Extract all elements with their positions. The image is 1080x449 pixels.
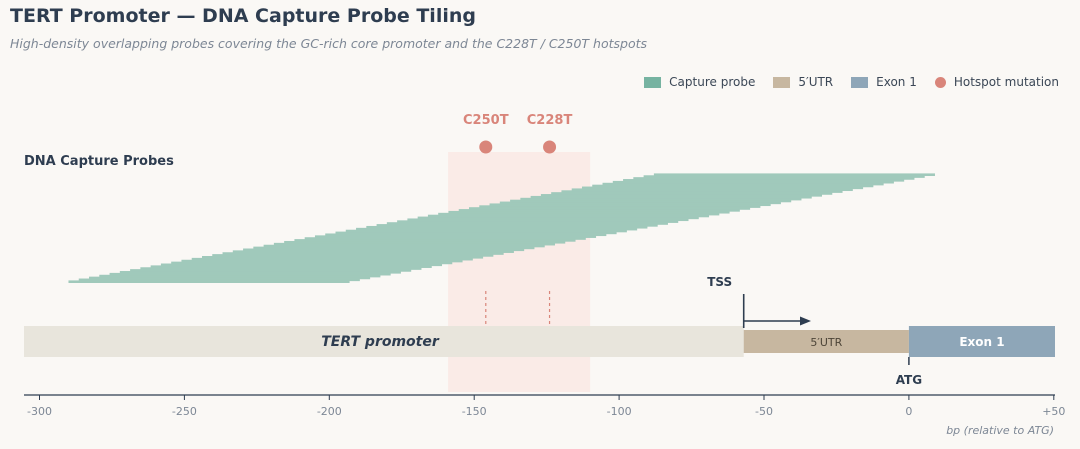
exon-1-label: Exon 1: [959, 335, 1004, 349]
capture-probe: [314, 235, 597, 238]
capture-probe: [140, 267, 422, 270]
capture-probe: [119, 271, 401, 274]
x-axis-tick-label: -50: [755, 405, 773, 418]
atg-label: ATG: [896, 373, 922, 387]
capture-probe: [89, 276, 371, 280]
legend-label-exon-1: Exon 1: [876, 75, 917, 89]
capture-probe: [397, 220, 679, 223]
capture-probe: [130, 269, 412, 272]
capture-probe: [653, 173, 935, 176]
legend-item-capture-probe: Capture probe: [644, 75, 755, 89]
capture-probe: [150, 265, 432, 268]
hotspot-label: C250T: [463, 113, 509, 128]
capture-probe: [386, 222, 668, 225]
capture-probe: [407, 218, 689, 222]
capture-probe: [592, 184, 874, 188]
capture-probe: [232, 250, 514, 253]
capture-probe: [643, 175, 925, 178]
capture-probe: [109, 272, 391, 276]
legend-item-exon-1: Exon 1: [851, 75, 917, 89]
capture-probe: [160, 263, 443, 267]
capture-probe: [489, 203, 771, 207]
legend-label-capture-probe: Capture probe: [669, 75, 756, 89]
capture-probe: [551, 192, 833, 195]
capture-probe: [78, 278, 360, 282]
capture-probe: [458, 209, 740, 212]
legend-swatch-capture-probe: [644, 76, 662, 88]
capture-probe: [181, 259, 463, 263]
capture-probe: [253, 246, 535, 250]
capture-probe: [623, 179, 905, 182]
capture-probe: [602, 182, 884, 186]
x-axis-tick-label: -100: [607, 405, 632, 418]
capture-probe: [273, 242, 555, 246]
probes-track-label: DNA Capture Probes: [24, 154, 174, 169]
exon-1-block: [908, 326, 1055, 357]
x-axis-tick-label: -250: [172, 405, 197, 418]
capture-probe: [212, 254, 494, 257]
legend-item-5utr: 5′UTR: [773, 75, 833, 89]
promoter-label: TERT promoter: [321, 334, 440, 350]
capture-probe: [417, 216, 699, 220]
capture-probe: [201, 255, 484, 259]
capture-probe: [376, 224, 658, 227]
hotspot-dot: [543, 140, 557, 154]
capture-probe: [448, 210, 730, 214]
hotspot-label: C228T: [527, 113, 573, 128]
hotspot-dot: [479, 140, 493, 154]
capture-probe: [612, 180, 894, 184]
capture-probe: [510, 199, 792, 203]
capture-probe: [335, 231, 617, 235]
legend-swatch-5utr: [773, 76, 791, 88]
legend-label-5utr: 5′UTR: [798, 75, 834, 89]
capture-probe: [540, 194, 823, 197]
capture-probe: [571, 188, 853, 192]
legend-swatch-exon-1: [851, 76, 869, 88]
x-axis-label: bp (relative to ATG): [946, 424, 1054, 437]
capture-probe: [294, 239, 576, 242]
legend-swatch-hotspot-mutation: [934, 76, 946, 88]
capture-probe: [345, 229, 627, 233]
promoter-track: [24, 326, 744, 357]
capture-probe: [530, 195, 812, 199]
capture-probe: [561, 190, 843, 193]
capture-probe: [469, 207, 751, 210]
legend: Capture probe 5′UTR Exon 1 Hotspot mutat…: [644, 75, 1059, 89]
x-axis-tick-label: -300: [27, 405, 52, 418]
x-axis-tick-label: -200: [317, 405, 342, 418]
capture-probe: [581, 186, 864, 190]
page-subtitle: High-density overlapping probes covering…: [10, 36, 648, 51]
capture-probe: [171, 261, 453, 265]
utr-block: [743, 330, 909, 353]
capture-probe: [366, 225, 648, 229]
legend-item-hotspot-mutation: Hotspot mutation: [934, 75, 1059, 89]
tss-label: TSS: [707, 275, 732, 289]
capture-probe: [222, 252, 504, 255]
capture-probe: [633, 177, 915, 180]
capture-probe: [356, 227, 638, 231]
capture-probe: [263, 244, 545, 248]
x-axis-tick-label: +50: [1042, 405, 1065, 418]
capture-probe: [191, 257, 473, 261]
capture-probe: [499, 201, 781, 205]
capture-probe: [325, 233, 607, 237]
capture-probe: [99, 274, 381, 278]
tss-arrow-head: [800, 316, 811, 326]
capture-probe: [520, 197, 802, 201]
capture-probe: [479, 205, 761, 208]
capture-probe: [284, 240, 566, 244]
capture-probe: [427, 214, 710, 218]
capture-probe: [438, 212, 720, 216]
capture-probe: [304, 237, 586, 240]
legend-label-hotspot-mutation: Hotspot mutation: [953, 75, 1059, 89]
utr-label: 5′UTR: [810, 336, 842, 349]
capture-probe: [68, 280, 350, 283]
x-axis-tick-label: -150: [462, 405, 487, 418]
x-axis-tick-label: 0: [905, 405, 912, 418]
capture-probe: [243, 248, 525, 252]
page-title: TERT Promoter — DNA Capture Probe Tiling: [10, 5, 476, 27]
